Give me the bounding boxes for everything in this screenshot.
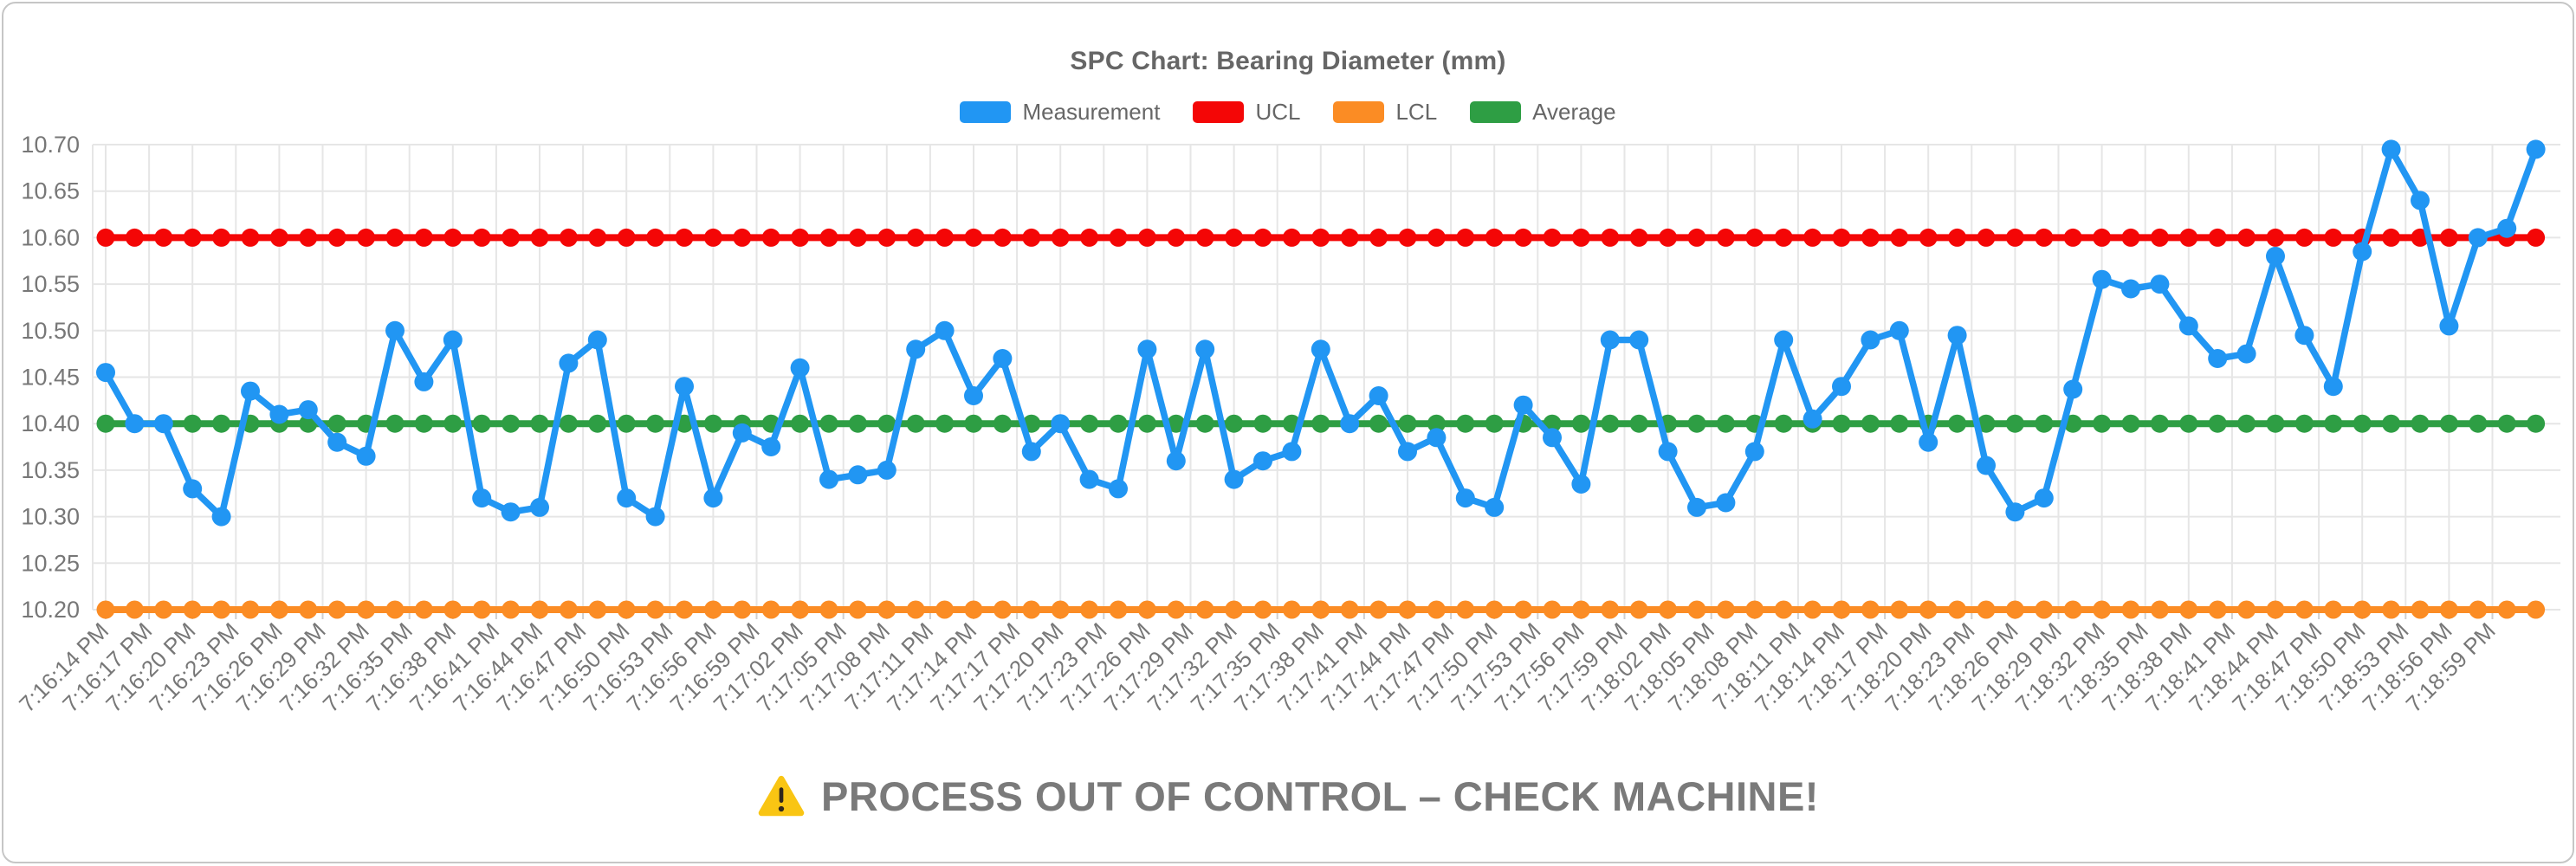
- average-swatch-icon: [1470, 101, 1522, 123]
- legend-label-measurement: Measurement: [1022, 99, 1161, 125]
- svg-text:10.40: 10.40: [21, 410, 80, 436]
- chart-title: SPC Chart: Bearing Diameter (mm): [1070, 47, 1506, 75]
- spc-line-chart[interactable]: 10.70 10.65 10.60 10.55 10.50 10.45 10.40 10.35…: [3, 3, 2576, 766]
- legend-label-average: Average: [1532, 99, 1616, 125]
- lcl-swatch-icon: [1333, 101, 1385, 123]
- ucl-swatch-icon: [1193, 101, 1245, 123]
- svg-text:10.45: 10.45: [21, 365, 80, 391]
- legend-item-ucl[interactable]: UCL: [1193, 99, 1300, 126]
- svg-text:10.35: 10.35: [21, 457, 80, 483]
- svg-text:10.65: 10.65: [21, 178, 80, 204]
- legend-item-average[interactable]: Average: [1470, 99, 1616, 126]
- svg-text:10.70: 10.70: [21, 132, 80, 158]
- svg-text:10.30: 10.30: [21, 504, 80, 530]
- legend-label-ucl: UCL: [1255, 99, 1301, 125]
- svg-text:10.60: 10.60: [21, 224, 80, 250]
- svg-text:10.25: 10.25: [21, 550, 80, 576]
- legend-item-lcl[interactable]: LCL: [1333, 99, 1437, 126]
- svg-text:10.20: 10.20: [21, 597, 80, 623]
- warning-text: PROCESS OUT OF CONTROL – CHECK MACHINE!: [821, 773, 1819, 819]
- measurement-swatch-icon: [960, 101, 1012, 123]
- legend-label-lcl: LCL: [1395, 99, 1438, 125]
- svg-text:10.50: 10.50: [21, 318, 80, 344]
- svg-text:10.55: 10.55: [21, 271, 80, 297]
- legend-item-measurement[interactable]: Measurement: [960, 99, 1160, 126]
- out-of-control-warning: PROCESS OUT OF CONTROL – CHECK MACHINE!: [3, 772, 2573, 820]
- chart-legend: Measurement UCL LCL Average: [3, 99, 2573, 126]
- warning-triangle-icon: [758, 775, 805, 816]
